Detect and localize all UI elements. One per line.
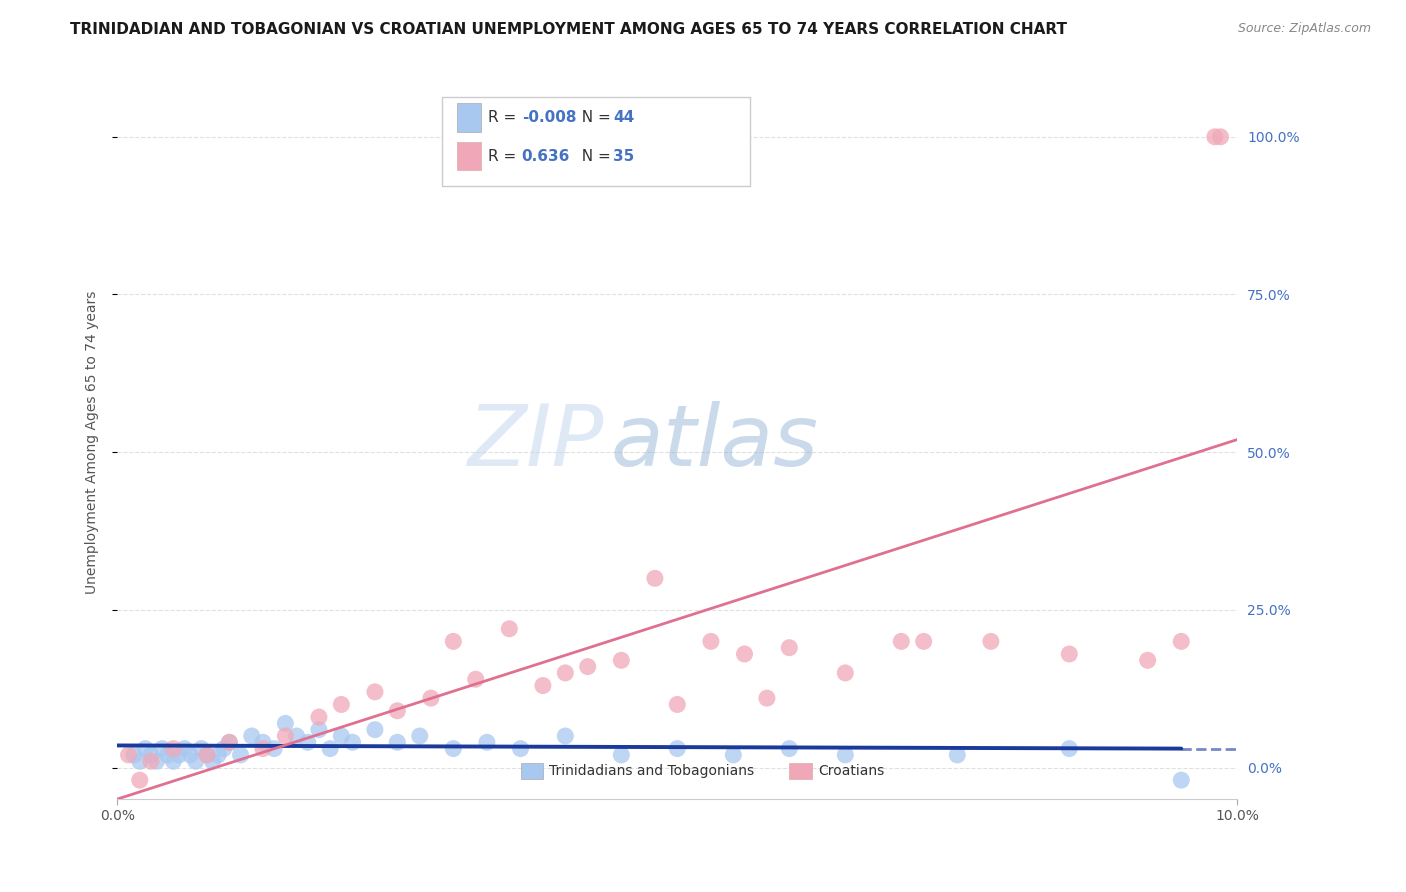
Point (723, 747, 745, 762)
Point (218, 735, 240, 749)
Point (128, 773, 150, 788)
Point (912, 634, 935, 648)
Point (297, 735, 319, 749)
Point (576, 659, 599, 673)
Text: ZIP: ZIP (468, 401, 605, 484)
Point (319, 741, 342, 756)
Point (263, 741, 285, 756)
Point (1170, 773, 1192, 788)
Text: R =: R = (488, 149, 522, 163)
Point (173, 741, 195, 756)
Point (441, 741, 464, 756)
Point (1204, 129, 1226, 144)
Point (212, 741, 235, 756)
Point (195, 747, 218, 762)
Point (554, 729, 576, 743)
Y-axis label: Unemployment Among Ages 65 to 74 years: Unemployment Among Ages 65 to 74 years (86, 291, 100, 594)
Point (229, 747, 252, 762)
Point (128, 754, 150, 768)
Point (946, 747, 969, 762)
FancyBboxPatch shape (520, 764, 543, 779)
Point (509, 741, 531, 756)
FancyBboxPatch shape (441, 97, 751, 186)
Point (387, 704, 409, 718)
FancyBboxPatch shape (789, 764, 811, 779)
Text: TRINIDADIAN AND TOBAGONIAN VS CROATIAN UNEMPLOYMENT AMONG AGES 65 TO 74 YEARS CO: TRINIDADIAN AND TOBAGONIAN VS CROATIAN U… (70, 22, 1067, 37)
Point (201, 754, 224, 768)
Text: N =: N = (572, 110, 616, 125)
Point (252, 741, 274, 756)
Point (734, 647, 756, 661)
Text: Trinidadians and Tobagonians: Trinidadians and Tobagonians (548, 764, 754, 778)
Point (139, 754, 162, 768)
Point (218, 735, 240, 749)
Point (1209, 129, 1232, 144)
Point (700, 634, 723, 648)
Text: -0.008: -0.008 (522, 110, 576, 125)
Point (1059, 647, 1081, 661)
Point (184, 754, 207, 768)
Point (274, 729, 297, 743)
Point (330, 698, 353, 712)
Point (207, 747, 229, 762)
Point (834, 747, 856, 762)
Point (419, 691, 441, 706)
Text: Source: ZipAtlas.com: Source: ZipAtlas.com (1237, 22, 1371, 36)
Point (531, 679, 554, 693)
Point (666, 741, 689, 756)
Point (1170, 634, 1192, 648)
Point (179, 747, 201, 762)
Point (145, 754, 167, 768)
Point (308, 710, 330, 724)
Point (644, 571, 666, 585)
Point (1136, 653, 1159, 667)
Point (117, 747, 139, 762)
Point (554, 665, 576, 680)
Point (364, 723, 387, 737)
Point (980, 634, 1002, 648)
Point (441, 634, 464, 648)
Point (498, 622, 520, 636)
Point (285, 729, 308, 743)
Point (610, 747, 633, 762)
Point (666, 698, 689, 712)
Point (464, 672, 486, 686)
Text: N =: N = (572, 149, 616, 163)
Point (240, 729, 263, 743)
Point (387, 735, 409, 749)
Point (195, 747, 218, 762)
Point (364, 685, 387, 699)
Text: atlas: atlas (610, 401, 818, 484)
Point (330, 729, 353, 743)
Point (778, 741, 800, 756)
Point (134, 741, 156, 756)
Point (755, 691, 778, 706)
Text: 0.636: 0.636 (522, 149, 569, 163)
Point (475, 735, 498, 749)
Point (162, 754, 184, 768)
Point (252, 735, 274, 749)
Point (162, 741, 184, 756)
Point (342, 735, 364, 749)
Point (274, 716, 297, 731)
Text: R =: R = (488, 110, 522, 125)
Point (308, 723, 330, 737)
FancyBboxPatch shape (457, 103, 481, 132)
Text: 44: 44 (613, 110, 634, 125)
Point (122, 747, 145, 762)
Point (890, 634, 912, 648)
Point (150, 741, 173, 756)
Point (778, 640, 800, 655)
Point (190, 741, 212, 756)
Point (167, 747, 190, 762)
Point (156, 747, 179, 762)
Point (610, 653, 633, 667)
Text: Croatians: Croatians (818, 764, 884, 778)
Point (139, 747, 162, 762)
Point (834, 665, 856, 680)
Point (409, 729, 432, 743)
Point (1059, 741, 1081, 756)
FancyBboxPatch shape (457, 142, 481, 170)
Text: 35: 35 (613, 149, 634, 163)
